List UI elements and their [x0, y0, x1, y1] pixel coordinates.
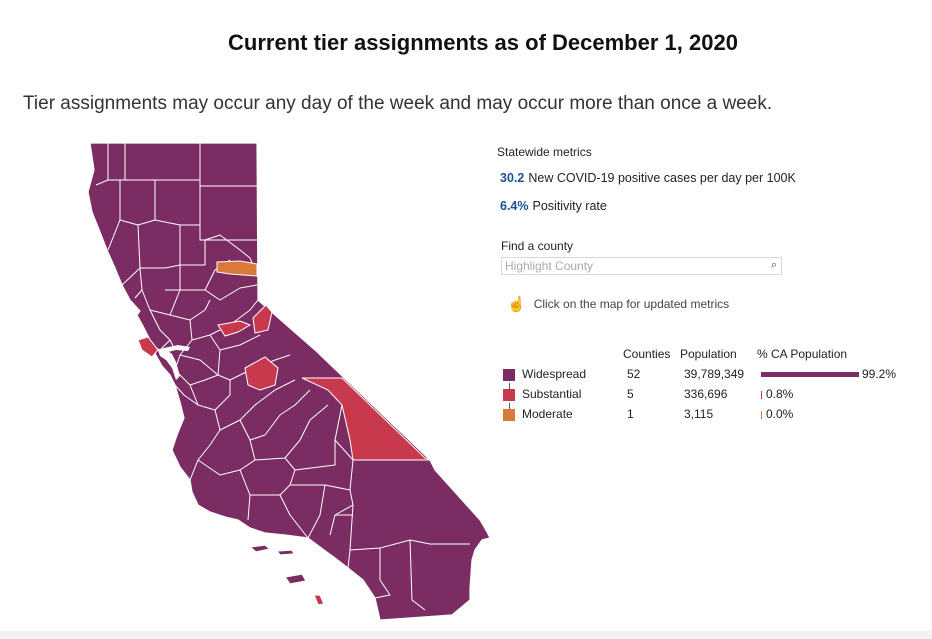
page-title: Current tier assignments as of December …	[228, 30, 738, 55]
legend-header-population: Population	[680, 347, 737, 361]
legend-row-moderate[interactable]: Moderate 1 3,115 0.0%	[503, 407, 923, 423]
statewide-metrics-heading: Statewide metrics	[497, 145, 592, 159]
legend-tier-label: Widespread	[522, 367, 587, 381]
channel-island-4[interactable]	[313, 594, 325, 606]
county-mono[interactable]	[301, 377, 431, 461]
legend-counties-value: 5	[627, 387, 634, 401]
california-state-shape[interactable]	[87, 142, 491, 621]
county-alpine[interactable]	[252, 304, 273, 334]
pointer-hand-icon: ☝	[507, 296, 526, 313]
metric-positivity-value: 6.4%	[500, 199, 529, 213]
legend-header-counties: Counties	[623, 347, 671, 361]
search-icon[interactable]: ⌕	[770, 259, 777, 271]
legend-counties-value: 1	[627, 407, 634, 421]
county-tuolumne[interactable]	[217, 320, 252, 337]
california-county-map[interactable]	[80, 140, 500, 630]
legend-tier-label: Substantial	[522, 387, 582, 401]
legend-pct-value: 0.8%	[766, 387, 794, 401]
legend-connector	[509, 383, 510, 389]
legend-counties-value: 52	[627, 367, 641, 381]
legend-row-substantial[interactable]: Substantial 5 336,696 0.8%	[503, 387, 923, 403]
legend-pct-bar	[761, 411, 762, 419]
county-sierra[interactable]	[216, 260, 258, 277]
legend-population-value: 336,696	[684, 387, 728, 401]
legend-swatch-widespread	[503, 369, 515, 381]
metric-positivity: 6.4% Positivity rate	[500, 199, 607, 213]
legend-connector	[509, 403, 510, 409]
legend-population-value: 3,115	[684, 407, 714, 421]
legend-swatch-substantial	[503, 389, 515, 401]
legend-row-widespread[interactable]: Widespread 52 39,789,349 99.2%	[503, 367, 923, 383]
bay-delta-water	[164, 345, 190, 352]
legend-population-value: 39,789,349	[684, 367, 745, 381]
channel-island-2[interactable]	[276, 549, 295, 556]
legend-pct-value: 99.2%	[862, 367, 897, 381]
metric-case-rate-label: New COVID-19 positive cases per day per …	[528, 171, 796, 185]
page-subtitle: Tier assignments may occur any day of th…	[23, 93, 773, 114]
metric-positivity-label: Positivity rate	[532, 199, 607, 213]
map-hint: ☝ Click on the map for updated metrics	[507, 295, 729, 313]
county-search-box[interactable]: ⌕	[501, 257, 782, 275]
metric-case-rate: 30.2 New COVID-19 positive cases per day …	[500, 171, 796, 185]
legend-pct-bar	[761, 372, 859, 377]
find-county-label: Find a county	[501, 239, 574, 253]
channel-island-3[interactable]	[284, 573, 307, 585]
map-hint-text: Click on the map for updated metrics	[533, 297, 730, 311]
legend-tier-label: Moderate	[522, 407, 573, 421]
legend-header-pct: % CA Population	[757, 347, 848, 361]
sf-bay-water	[158, 348, 180, 380]
metric-case-rate-value: 30.2	[500, 171, 525, 185]
county-mariposa[interactable]	[244, 356, 279, 391]
bottom-divider	[0, 631, 932, 639]
legend-pct-value: 0.0%	[766, 407, 794, 421]
channel-island-1[interactable]	[249, 544, 271, 553]
county-marin[interactable]	[137, 336, 159, 358]
county-search-input[interactable]	[502, 258, 755, 274]
legend-swatch-moderate	[503, 409, 515, 421]
legend-pct-bar	[761, 391, 762, 399]
